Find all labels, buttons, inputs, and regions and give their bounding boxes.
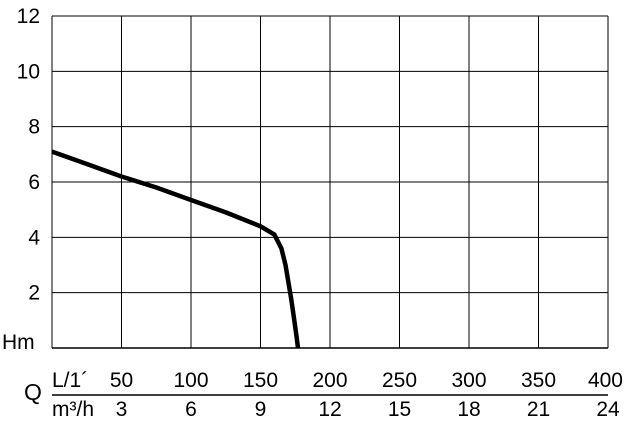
x-unit-lmin: L/1´: [52, 369, 88, 392]
x-tick-label-lmin: 350: [521, 369, 556, 392]
y-tick-label: 2: [28, 282, 40, 305]
x-tick-label-m3h: 15: [388, 398, 411, 421]
y-axis-label: Hm: [2, 331, 35, 354]
x-tick-label-m3h: 21: [527, 398, 550, 421]
x-tick-labels-m3h: 3 6 9 12 15 18 21 24: [116, 398, 620, 421]
x-tick-label-lmin: 200: [312, 369, 347, 392]
grid: [51, 15, 609, 349]
x-unit-m3h: m³/h: [52, 398, 94, 421]
x-tick-label-lmin: 50: [110, 369, 133, 392]
curve-layer: [51, 149, 301, 349]
y-tick-label: 4: [28, 226, 40, 249]
pump-curve-line: [51, 149, 301, 349]
y-tick-label: 12: [17, 5, 40, 28]
x-tick-label-m3h: 24: [596, 398, 620, 421]
x-tick-label-lmin: 100: [173, 369, 208, 392]
x-tick-label-m3h: 9: [255, 398, 267, 421]
y-tick-labels: 2 4 6 8 10 12: [17, 5, 41, 305]
x-tick-label-lmin: 150: [243, 369, 278, 392]
x-tick-labels-lmin: 50 100 150 200 250 300 350 400: [110, 369, 623, 392]
x-tick-label-lmin: 250: [382, 369, 417, 392]
x-tick-label-m3h: 6: [185, 398, 197, 421]
x-tick-label-lmin: 400: [588, 369, 623, 392]
y-tick-label: 10: [17, 60, 40, 83]
x-tick-label-m3h: 3: [116, 398, 128, 421]
x-axis-label: Q: [24, 379, 42, 405]
x-tick-label-lmin: 300: [451, 369, 486, 392]
x-tick-label-m3h: 12: [318, 398, 341, 421]
y-tick-label: 8: [28, 116, 40, 139]
y-tick-label: 6: [28, 171, 40, 194]
x-tick-label-m3h: 18: [457, 398, 480, 421]
